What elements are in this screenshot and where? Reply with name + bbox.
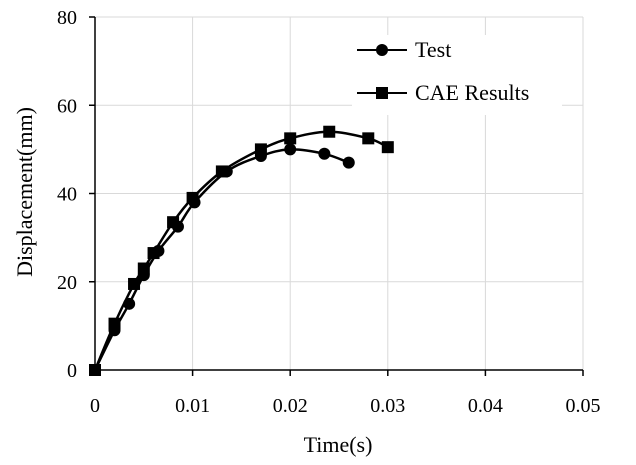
series-0 xyxy=(89,143,355,376)
x-axis-title: Time(s) xyxy=(304,432,373,457)
x-tick-label: 0 xyxy=(90,395,100,417)
y-tick-label: 40 xyxy=(57,184,77,206)
legend-marker-cae xyxy=(376,87,388,99)
series-1 xyxy=(89,125,394,376)
y-tick-label: 60 xyxy=(57,95,77,117)
legend-label-cae: CAE Results xyxy=(415,80,529,105)
y-axis-title: Displacement(mm) xyxy=(12,107,37,277)
data-point-square xyxy=(254,143,267,156)
y-tick-label: 20 xyxy=(57,272,77,294)
data-point-circle xyxy=(318,147,331,160)
x-tick-label: 0.03 xyxy=(370,395,405,417)
data-point-square xyxy=(381,141,394,154)
series-line xyxy=(93,148,350,371)
x-tick-label: 0.02 xyxy=(273,395,308,417)
x-tick-label: 0.04 xyxy=(468,395,503,417)
y-tick-label: 0 xyxy=(67,360,77,382)
x-tick-label: 0.05 xyxy=(566,395,601,417)
data-point-circle xyxy=(342,156,355,169)
data-point-square xyxy=(89,364,101,376)
axes xyxy=(89,16,584,376)
data-point-square xyxy=(147,247,160,260)
x-tick-label: 0.01 xyxy=(175,395,210,417)
data-point-circle xyxy=(284,143,297,156)
y-axis-ticks: 0 20 40 60 80 xyxy=(57,7,77,382)
series-line xyxy=(93,130,389,371)
data-point-square xyxy=(108,317,121,330)
legend-marker-test xyxy=(376,44,388,56)
data-point-square xyxy=(362,132,375,145)
data-point-square xyxy=(167,216,180,229)
data-point-square xyxy=(215,165,228,178)
data-point-square xyxy=(137,262,150,275)
series-layer xyxy=(89,125,394,376)
data-point-square xyxy=(186,191,199,204)
x-axis-ticks: 0 0.01 0.02 0.03 0.04 0.05 xyxy=(90,395,601,417)
y-tick-label: 80 xyxy=(57,7,77,29)
legend-label-test: Test xyxy=(415,37,451,62)
legend: Test CAE Results xyxy=(352,35,562,115)
data-point-square xyxy=(128,277,141,290)
data-point-square xyxy=(284,132,297,145)
data-point-square xyxy=(323,125,336,138)
